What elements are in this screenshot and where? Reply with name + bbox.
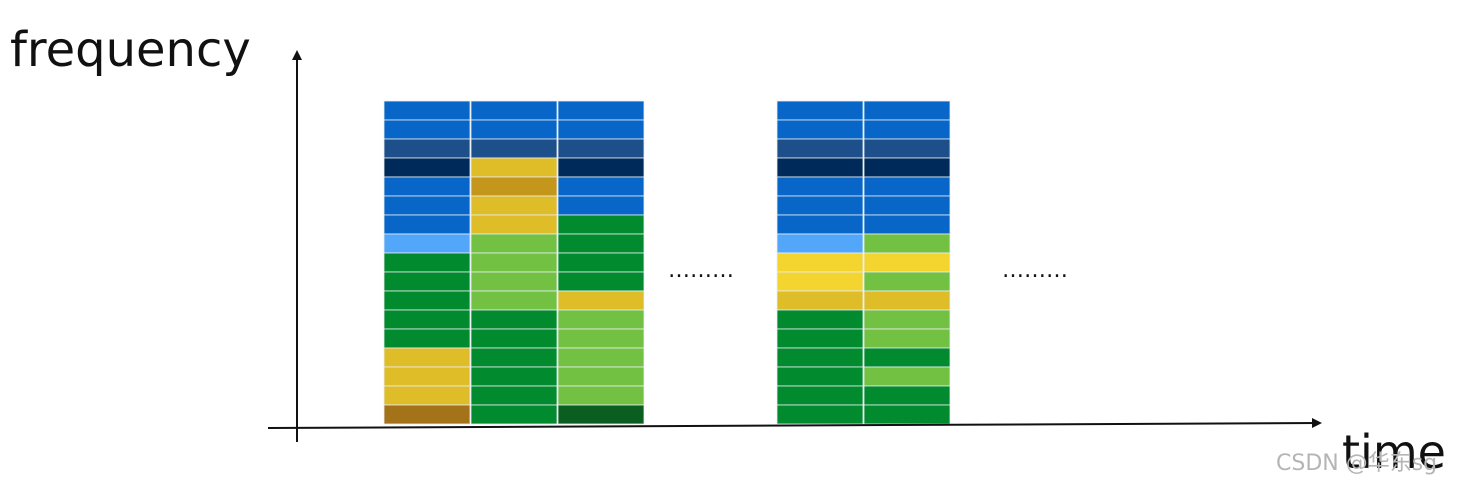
watermark: CSDN @华东sg <box>1276 451 1437 476</box>
frequency-cell <box>776 290 864 311</box>
frequency-cell <box>557 100 645 121</box>
frequency-cell <box>776 366 864 387</box>
frequency-cell <box>383 252 471 273</box>
frequency-cell <box>557 233 645 254</box>
frequency-cell <box>557 366 645 387</box>
frequency-cell <box>557 252 645 273</box>
frequency-cell <box>383 214 471 235</box>
frequency-cell <box>557 290 645 311</box>
frequency-cell <box>776 214 864 235</box>
frequency-cell <box>776 138 864 159</box>
frequency-cell <box>470 347 558 368</box>
frequency-cell <box>470 309 558 330</box>
x-axis-label: time <box>1342 425 1446 479</box>
time-column-2 <box>470 100 558 425</box>
frequency-cell <box>383 309 471 330</box>
frequency-cell <box>470 271 558 292</box>
frequency-cell <box>557 328 645 349</box>
frequency-cell <box>776 271 864 292</box>
frequency-cell <box>557 138 645 159</box>
frequency-cell <box>383 328 471 349</box>
time-column-1 <box>383 100 471 425</box>
frequency-cell <box>776 328 864 349</box>
frequency-cell <box>383 385 471 406</box>
frequency-cell <box>470 385 558 406</box>
frequency-cell <box>557 214 645 235</box>
frequency-cell <box>863 309 951 330</box>
frequency-cell <box>383 157 471 178</box>
frequency-cell <box>863 328 951 349</box>
frequency-cell <box>557 157 645 178</box>
frequency-cell <box>776 157 864 178</box>
frequency-cell <box>470 119 558 140</box>
frequency-cell <box>470 195 558 216</box>
frequency-cell <box>557 176 645 197</box>
time-column-3 <box>557 100 645 425</box>
frequency-cell <box>383 347 471 368</box>
frequency-cell <box>863 290 951 311</box>
frequency-cell <box>470 252 558 273</box>
frequency-cell <box>776 195 864 216</box>
frequency-cell <box>383 366 471 387</box>
columns-layer <box>383 100 951 425</box>
frequency-cell <box>776 119 864 140</box>
frequency-cell <box>776 100 864 121</box>
frequency-cell <box>470 176 558 197</box>
ellipsis-after-groups: ……… <box>1002 258 1068 283</box>
time-column-4 <box>776 100 864 425</box>
frequency-cell <box>863 157 951 178</box>
frequency-cell <box>557 195 645 216</box>
frequency-cell <box>776 404 864 425</box>
frequency-cell <box>776 176 864 197</box>
frequency-cell <box>863 252 951 273</box>
frequency-cell <box>470 100 558 121</box>
frequency-cell <box>470 157 558 178</box>
frequency-cell <box>383 271 471 292</box>
frequency-cell <box>863 366 951 387</box>
frequency-cell <box>863 176 951 197</box>
frequency-cell <box>557 119 645 140</box>
frequency-cell <box>470 328 558 349</box>
frequency-cell <box>557 385 645 406</box>
frequency-cell <box>863 100 951 121</box>
frequency-cell <box>557 309 645 330</box>
frequency-cell <box>863 138 951 159</box>
frequency-cell <box>863 404 951 425</box>
time-column-5 <box>863 100 951 425</box>
frequency-cell <box>863 385 951 406</box>
y-axis-label: frequency <box>10 22 251 78</box>
frequency-cell <box>383 119 471 140</box>
frequency-cell <box>383 290 471 311</box>
frequency-cell <box>470 290 558 311</box>
frequency-cell <box>776 347 864 368</box>
frequency-cell <box>470 404 558 425</box>
frequency-cell <box>776 309 864 330</box>
frequency-cell <box>470 214 558 235</box>
frequency-cell <box>776 252 864 273</box>
frequency-cell <box>863 214 951 235</box>
frequency-cell <box>776 233 864 254</box>
frequency-cell <box>383 100 471 121</box>
frequency-cell <box>383 195 471 216</box>
x-axis-line <box>267 418 1322 429</box>
frequency-cell <box>383 233 471 254</box>
ellipsis-between-groups: ……… <box>668 258 734 283</box>
frequency-cell <box>776 385 864 406</box>
frequency-cell <box>557 271 645 292</box>
frequency-cell <box>863 271 951 292</box>
frequency-cell <box>470 233 558 254</box>
frequency-cell <box>863 119 951 140</box>
frequency-cell <box>383 176 471 197</box>
frequency-cell <box>863 195 951 216</box>
frequency-cell <box>557 347 645 368</box>
frequency-cell <box>863 347 951 368</box>
frequency-cell <box>470 366 558 387</box>
frequency-cell <box>470 138 558 159</box>
frequency-cell <box>557 404 645 425</box>
frequency-cell <box>383 138 471 159</box>
frequency-cell <box>863 233 951 254</box>
frequency-cell <box>383 404 471 425</box>
